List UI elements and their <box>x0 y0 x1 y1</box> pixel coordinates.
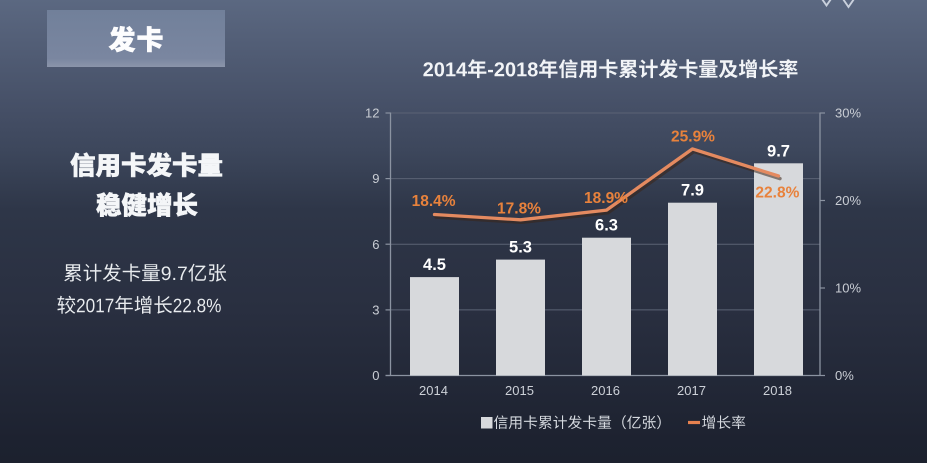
svg-text:2016: 2016 <box>591 383 620 398</box>
svg-text:9.7: 9.7 <box>767 142 790 160</box>
svg-text:30%: 30% <box>835 106 861 121</box>
svg-text:2014: 2014 <box>419 383 448 398</box>
svg-text:12: 12 <box>365 106 379 121</box>
svg-text:0%: 0% <box>835 368 854 383</box>
svg-text:6.3: 6.3 <box>595 217 618 235</box>
svg-text:2017: 2017 <box>677 383 706 398</box>
svg-text:4.5: 4.5 <box>423 256 446 274</box>
svg-text:22.8%: 22.8% <box>755 185 799 202</box>
svg-text:2015: 2015 <box>505 383 534 398</box>
svg-text:20%: 20% <box>835 193 861 208</box>
svg-text:3: 3 <box>372 303 379 318</box>
svg-text:0: 0 <box>372 368 379 383</box>
svg-text:18.4%: 18.4% <box>412 193 456 210</box>
svg-text:9: 9 <box>372 171 379 186</box>
svg-text:18.9%: 18.9% <box>584 190 628 207</box>
svg-text:2018: 2018 <box>763 383 792 398</box>
svg-text:7.9: 7.9 <box>681 182 704 200</box>
svg-text:10%: 10% <box>835 281 861 296</box>
svg-text:25.9%: 25.9% <box>671 129 715 146</box>
svg-text:6: 6 <box>372 237 379 252</box>
svg-text:5.3: 5.3 <box>509 239 532 257</box>
svg-text:17.8%: 17.8% <box>497 201 541 218</box>
